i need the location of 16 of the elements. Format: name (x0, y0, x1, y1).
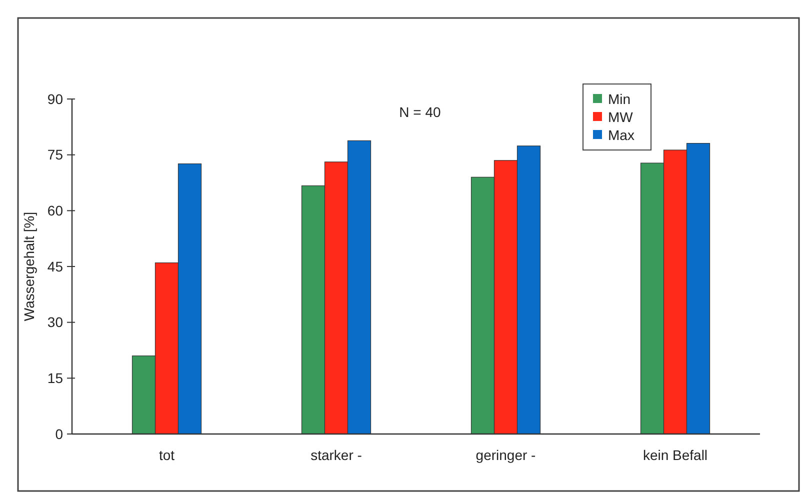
y-tick-label: 15 (47, 370, 64, 386)
y-tick-label: 30 (47, 314, 64, 330)
legend-label: Max (608, 126, 634, 143)
y-tick-label: 45 (47, 258, 64, 274)
annotation: N = 40 (399, 104, 442, 120)
y-tick-label: 75 (47, 146, 64, 163)
y-axis-title: Wassergehalt [%] (21, 212, 37, 322)
legend-label: MW (608, 108, 634, 125)
x-tick-label: kein Befall (642, 447, 708, 463)
x-tick-label: starker - (310, 447, 362, 463)
y-tick-label: 90 (47, 90, 64, 107)
y-tick-label: 60 (47, 202, 64, 219)
y-tick-label: 0 (55, 426, 64, 442)
x-tick-label: tot (158, 447, 175, 463)
legend-label: Min (608, 90, 631, 107)
x-tick-label: geringer - (476, 447, 536, 463)
